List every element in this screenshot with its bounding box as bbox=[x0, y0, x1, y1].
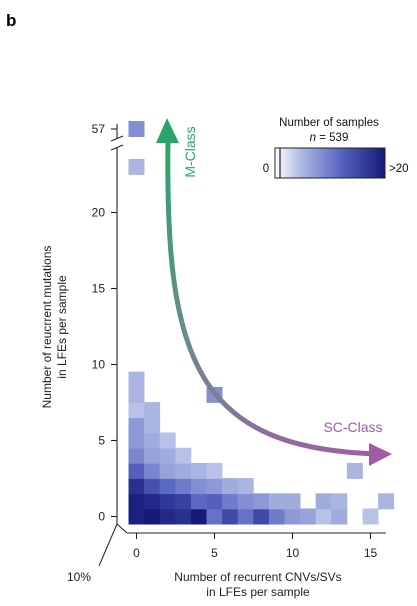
heatmap-cell bbox=[144, 462, 161, 479]
heatmap-cell bbox=[159, 447, 176, 464]
heatmap-cell bbox=[268, 508, 285, 525]
heatmap-cell bbox=[144, 402, 161, 419]
heatmap-cell bbox=[144, 417, 161, 434]
heatmap-cell bbox=[128, 447, 145, 464]
axis-ticks: 0 5 10 15 20 57 0 5 10 15 bbox=[92, 122, 378, 560]
heatmap-cell bbox=[128, 371, 145, 388]
heatmap-cell bbox=[253, 508, 270, 525]
y-tick-label: 5 bbox=[98, 434, 105, 448]
heatmap-cell bbox=[128, 121, 145, 137]
x-tick-label: 5 bbox=[211, 546, 218, 560]
heatmap-cell bbox=[159, 493, 176, 510]
color-legend: Number of samples n = 539 0 >20 bbox=[263, 117, 409, 179]
legend-min-label: 0 bbox=[263, 163, 269, 175]
heatmap-cell bbox=[190, 508, 207, 525]
legend-gradient-bar bbox=[274, 147, 386, 179]
heatmap-cell bbox=[331, 508, 348, 525]
heatmap-cell bbox=[190, 493, 207, 510]
heatmap-cell bbox=[222, 478, 239, 495]
heatmap-cell bbox=[346, 462, 363, 479]
curved-arrow bbox=[156, 118, 392, 466]
sc-class-arrowhead bbox=[369, 443, 392, 466]
heatmap-cell bbox=[128, 432, 145, 449]
x-axis-title-line2: in LFEs per sample bbox=[206, 585, 310, 599]
heatmap-cell bbox=[206, 478, 223, 495]
heatmap-cell bbox=[159, 462, 176, 479]
heatmap-cell bbox=[144, 478, 161, 495]
legend-title: Number of samples bbox=[279, 117, 379, 129]
axis-break-mark-bottom bbox=[110, 144, 124, 151]
heatmap-cell bbox=[128, 158, 145, 175]
heatmap-cell bbox=[128, 462, 145, 479]
heatmap-cell bbox=[268, 493, 285, 510]
arrow-curve bbox=[165, 139, 383, 457]
heatmap-cell bbox=[144, 447, 161, 464]
heatmap-cell bbox=[128, 402, 145, 419]
heatmap-cell bbox=[222, 508, 239, 525]
corner-note: 10% bbox=[67, 570, 91, 584]
x-tick-label: 15 bbox=[364, 546, 378, 560]
m-class-label: M-Class bbox=[182, 126, 198, 177]
panel-label: b bbox=[6, 11, 16, 30]
legend-subtitle: n = 539 bbox=[310, 132, 349, 144]
heatmap-cell bbox=[206, 462, 223, 479]
heatmap-cell bbox=[128, 508, 145, 525]
heatmap-cell bbox=[175, 462, 192, 479]
heatmap-cell bbox=[144, 493, 161, 510]
heatmap-cell bbox=[331, 493, 348, 510]
heatmap-cell bbox=[378, 493, 395, 510]
heatmap-cell bbox=[206, 508, 223, 525]
heatmap-cell bbox=[284, 508, 301, 525]
axes bbox=[98, 124, 386, 567]
heatmap-cell bbox=[159, 508, 176, 525]
y-tick-label: 20 bbox=[92, 206, 106, 220]
axis-break-mark-top bbox=[110, 135, 124, 142]
heatmap-cell bbox=[284, 493, 301, 510]
heatmap-cell bbox=[253, 493, 270, 510]
heatmap-cell bbox=[362, 508, 379, 525]
heatmap-cell bbox=[315, 493, 332, 510]
heatmap-cell bbox=[237, 493, 254, 510]
heatmap-cell bbox=[190, 478, 207, 495]
heatmap-cell bbox=[144, 432, 161, 449]
y-tick-label: 57 bbox=[92, 122, 106, 136]
legend-n-value: = 539 bbox=[316, 132, 348, 144]
heatmap-cell bbox=[175, 478, 192, 495]
heatmap-cells bbox=[128, 121, 395, 525]
heatmap-cell bbox=[144, 508, 161, 525]
heatmap-cell bbox=[175, 508, 192, 525]
x-tick-label: 0 bbox=[133, 546, 140, 560]
heatmap-cell bbox=[206, 493, 223, 510]
heatmap-cell bbox=[128, 417, 145, 434]
m-class-arrowhead bbox=[156, 118, 179, 143]
corner-diagonal bbox=[98, 523, 118, 567]
y-tick-label: 15 bbox=[92, 282, 106, 296]
y-axis-title-line1: Number of reucrrent mutations bbox=[40, 246, 54, 409]
heatmap-cell bbox=[175, 447, 192, 464]
heatmap-cell bbox=[175, 493, 192, 510]
legend-n-symbol: n bbox=[310, 132, 316, 144]
heatmap-cell bbox=[222, 493, 239, 510]
heatmap-cell bbox=[128, 478, 145, 495]
legend-max-label: >20 bbox=[389, 163, 409, 175]
y-tick-label: 0 bbox=[98, 510, 105, 524]
heatmap-cell bbox=[159, 432, 176, 449]
heatmap-cell bbox=[128, 386, 145, 403]
heatmap-cell bbox=[128, 493, 145, 510]
heatmap-cell bbox=[159, 478, 176, 495]
heatmap-cell bbox=[315, 508, 332, 525]
sc-class-label: SC-Class bbox=[323, 419, 382, 435]
heatmap-cell bbox=[190, 462, 207, 479]
heatmap-cell bbox=[237, 478, 254, 495]
x-axis-title-line1: Number of recurrent CNVs/SVs bbox=[174, 570, 341, 584]
x-tick-label: 10 bbox=[286, 546, 300, 560]
heatmap-cell bbox=[237, 508, 254, 525]
y-axis-title-line2: in LFEs per sample bbox=[55, 275, 69, 379]
y-tick-label: 10 bbox=[92, 358, 106, 372]
corner-diagonal-link bbox=[116, 523, 128, 534]
heatmap-cell bbox=[300, 508, 317, 525]
